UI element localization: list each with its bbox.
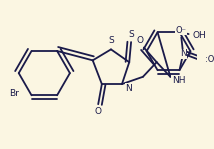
- Text: S: S: [128, 30, 134, 39]
- Text: O: O: [137, 36, 144, 45]
- Text: S: S: [108, 36, 114, 45]
- Text: N: N: [180, 49, 187, 58]
- Text: NH: NH: [172, 76, 186, 85]
- Text: Br: Br: [9, 89, 19, 98]
- Text: O⁻: O⁻: [176, 25, 187, 35]
- Text: OH: OH: [192, 31, 206, 40]
- Text: N: N: [126, 84, 132, 93]
- Text: :O: :O: [205, 55, 214, 64]
- Text: O: O: [95, 107, 102, 116]
- Text: +: +: [187, 52, 192, 58]
